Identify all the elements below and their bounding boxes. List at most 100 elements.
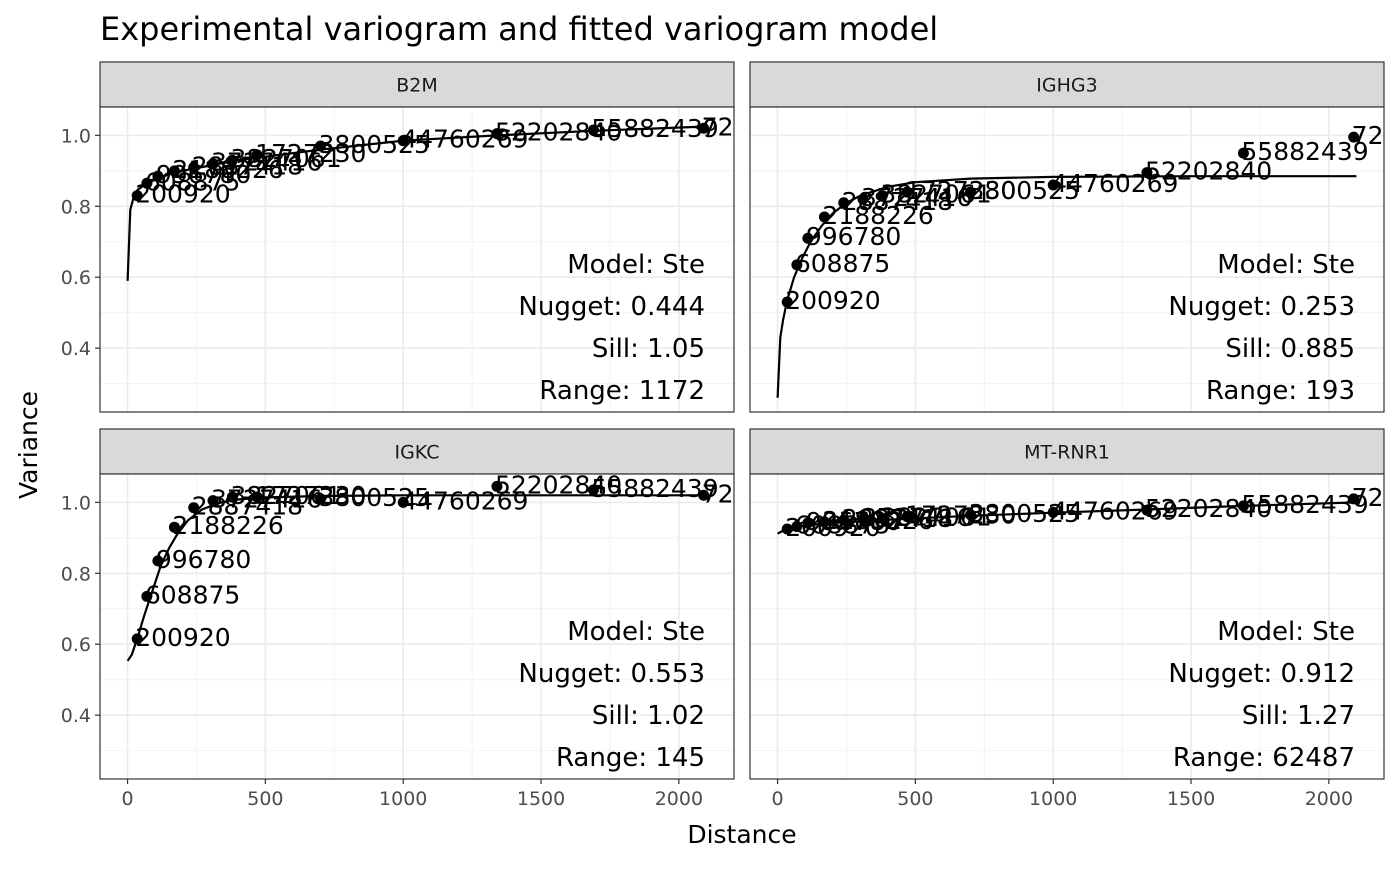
y-tick-label: 0.4 (61, 705, 91, 727)
data-point (1047, 179, 1059, 191)
x-tick-label: 2000 (655, 788, 703, 810)
panel-ighg3: IGHG3 200920 60887599678021882262887418372… (749, 61, 1385, 413)
data-point (802, 232, 814, 244)
x-tick-label: 500 (247, 788, 283, 810)
point-label: 3800525 (319, 130, 430, 159)
data-point (781, 523, 793, 535)
y-tick-label: 0.8 (61, 563, 91, 585)
point-label: 3727416 (211, 485, 322, 514)
data-point (1141, 167, 1153, 179)
point-label: 1727230 (905, 501, 1016, 530)
data-point (818, 516, 830, 528)
panel-background (750, 107, 1384, 412)
model-annotation: Nugget: 0.444 (518, 292, 705, 322)
data-point (491, 128, 503, 140)
point-label: 2188226 (822, 506, 933, 535)
point-label: 608875 (795, 249, 890, 278)
point-label: 44760269 (401, 125, 528, 154)
model-annotation: Range: 62487 (1173, 743, 1355, 773)
point-label: 55882439 (591, 474, 718, 503)
x-tick-label: 500 (897, 788, 933, 810)
y-tick-label: 1.0 (61, 125, 91, 147)
y-tick-label: 0.6 (61, 267, 91, 289)
point-label: 996780 (156, 545, 251, 574)
data-point (791, 259, 803, 271)
x-tick-label: 2000 (1305, 788, 1353, 810)
panels-layer: B2M2009206088759967802188226288741837274… (99, 61, 1385, 780)
point-label: 3727416 (861, 183, 972, 212)
model-annotation: Nugget: 0.553 (518, 659, 705, 689)
point-label: 1727230 (905, 176, 1016, 205)
data-point (1141, 504, 1153, 516)
x-tick-label: 1000 (1029, 788, 1077, 810)
point-label: 52202840 (1145, 157, 1272, 186)
point-label: 608875 (795, 510, 890, 539)
point-label: 3827061 (230, 481, 341, 510)
point-label: 72 (702, 479, 734, 508)
point-label: 52202840 (495, 470, 622, 499)
point-label: 2188226 (172, 511, 283, 540)
model-annotation: Sill: 0.885 (1225, 334, 1355, 364)
data-point (251, 491, 263, 503)
data-point (141, 177, 153, 189)
model-annotation: Sill: 1.27 (1242, 701, 1355, 731)
facet-strip-label: MT-RNR1 (1024, 442, 1110, 464)
data-point (131, 190, 143, 202)
point-label: 72 (1352, 483, 1384, 512)
point-label: 3827061 (880, 502, 991, 531)
data-point (315, 493, 327, 505)
point-label: 3727416 (861, 503, 972, 532)
data-point (876, 190, 888, 202)
point-label: 608875 (145, 167, 240, 196)
data-point (188, 502, 200, 514)
data-point (168, 521, 180, 533)
point-label: 3727416 (211, 148, 322, 177)
data-point (587, 484, 599, 496)
data-point (698, 122, 710, 134)
point-label: 55882439 (1241, 137, 1368, 166)
point-label: 55882439 (591, 114, 718, 143)
panel-background (100, 474, 734, 779)
y-axis-title: Variance (14, 391, 43, 499)
point-label: 1727230 (255, 481, 366, 510)
point-label: 996780 (156, 160, 251, 189)
data-point (491, 480, 503, 492)
panel-border (99, 106, 735, 413)
point-label: 2887418 (192, 492, 303, 521)
point-label: 44760269 (1051, 169, 1178, 198)
data-point (965, 186, 977, 198)
model-annotation: Range: 145 (556, 743, 705, 773)
data-point (901, 186, 913, 198)
point-label: 1727230 (255, 139, 366, 168)
facet-strip (99, 61, 735, 108)
panel-b2m: B2M 2009206088759967802188226288741837274… (99, 61, 735, 413)
data-point (781, 296, 793, 308)
data-point (1237, 147, 1249, 159)
facet-strip-label: B2M (396, 75, 438, 97)
panel-background (750, 474, 1384, 779)
data-point (141, 590, 153, 602)
data-point (251, 149, 263, 161)
panel-border (749, 473, 1385, 780)
point-label: 2887418 (192, 151, 303, 180)
x-tick-label: 0 (772, 788, 784, 810)
data-point (1047, 506, 1059, 518)
point-label: 996780 (806, 507, 901, 536)
model-annotation: Sill: 1.05 (592, 334, 705, 364)
point-label: 55882439 (1241, 490, 1368, 519)
data-point (226, 154, 238, 166)
data-point (168, 165, 180, 177)
facet-strip-label: IGKC (394, 442, 439, 464)
data-point (152, 170, 164, 182)
x-tick-label: 1000 (379, 788, 427, 810)
y-tick-label: 0.4 (61, 338, 91, 360)
point-label: 2887418 (842, 187, 953, 216)
data-point (207, 495, 219, 507)
point-label: 72 (702, 112, 734, 141)
data-point (152, 555, 164, 567)
point-label: 3827061 (230, 144, 341, 173)
data-point (397, 496, 409, 508)
data-point (791, 520, 803, 532)
point-label: 200920 (135, 623, 230, 652)
